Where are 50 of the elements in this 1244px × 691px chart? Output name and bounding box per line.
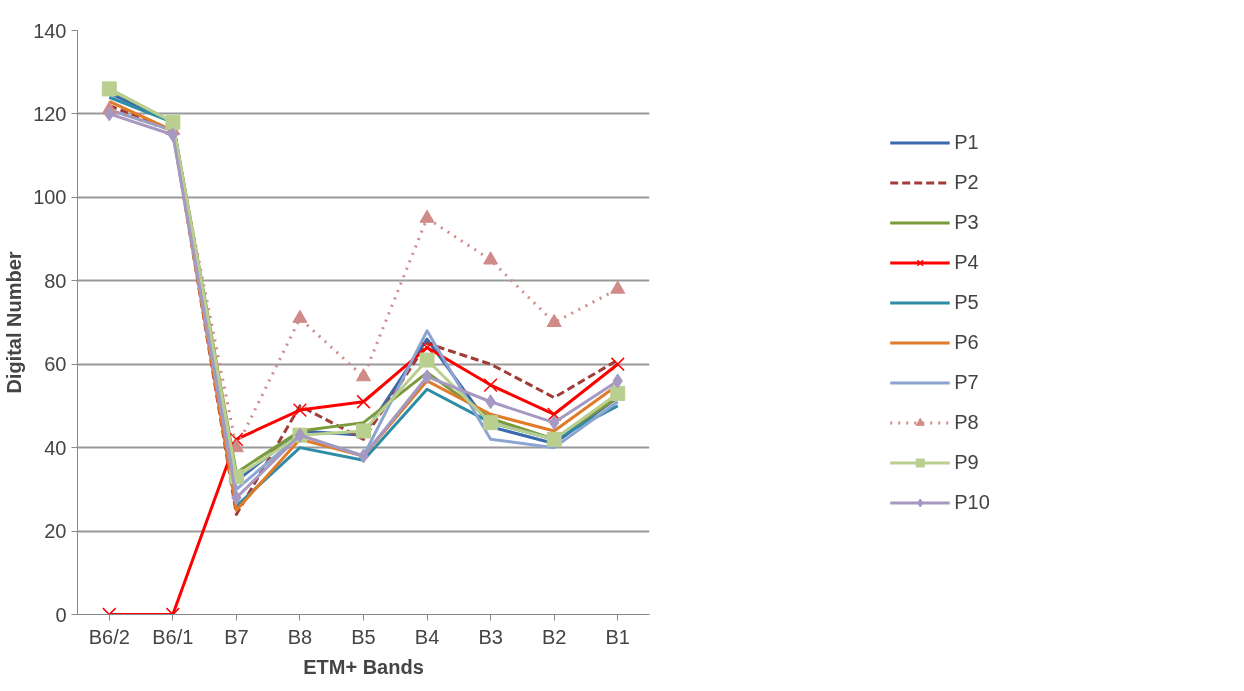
legend-label: P7: [954, 370, 979, 394]
y-tick-label: 100: [33, 186, 67, 209]
x-tick-label: B6/1: [152, 625, 194, 648]
y-tick-label: 40: [44, 436, 67, 459]
legend-label: P6: [954, 330, 979, 354]
y-tick-label: 20: [44, 520, 67, 543]
x-tick-label: B8: [287, 625, 313, 648]
point: [547, 407, 562, 422]
point: [229, 432, 244, 447]
point: [356, 368, 371, 382]
x-tick-label: B3: [478, 625, 503, 648]
point: [483, 377, 498, 393]
legend-label: P8: [954, 410, 979, 434]
point: [101, 81, 117, 97]
x-tick-label: B1: [605, 625, 630, 648]
point: [419, 340, 435, 355]
point: [292, 402, 308, 418]
point: [483, 415, 499, 431]
point: [292, 309, 308, 323]
legend-label: P10: [954, 490, 990, 514]
point: [356, 394, 371, 409]
x-tick-label: B2: [541, 625, 567, 648]
legend-label: P3: [954, 210, 979, 234]
point: [610, 280, 626, 294]
legend-label: P1: [954, 130, 979, 154]
point: [546, 431, 562, 447]
point: [610, 385, 626, 401]
x-axis-title: ETM+ Bands: [303, 655, 424, 678]
point: [483, 251, 499, 265]
y-axis-title: Digital Number: [3, 251, 26, 394]
x-tick-label: B5: [351, 625, 376, 648]
x-tick-label: B7: [224, 625, 249, 648]
y-tick-label: 140: [33, 19, 67, 42]
y-tick-label: 0: [55, 603, 67, 626]
y-tick-label: 120: [33, 102, 67, 125]
x-tick-label: B4: [414, 625, 440, 648]
point: [421, 369, 433, 385]
legend-label: P2: [954, 170, 979, 194]
point: [419, 352, 435, 368]
point: [165, 114, 181, 130]
point: [356, 423, 371, 439]
y-tick-label: 80: [44, 269, 67, 292]
point: [419, 209, 435, 223]
x-tick-label: B6/2: [88, 625, 130, 648]
legend-label: P9: [954, 450, 979, 474]
point: [546, 313, 562, 328]
legend-label: P5: [954, 290, 979, 314]
y-tick-label: 60: [44, 353, 67, 376]
point: [610, 357, 625, 372]
legend-label: P4: [954, 250, 979, 274]
